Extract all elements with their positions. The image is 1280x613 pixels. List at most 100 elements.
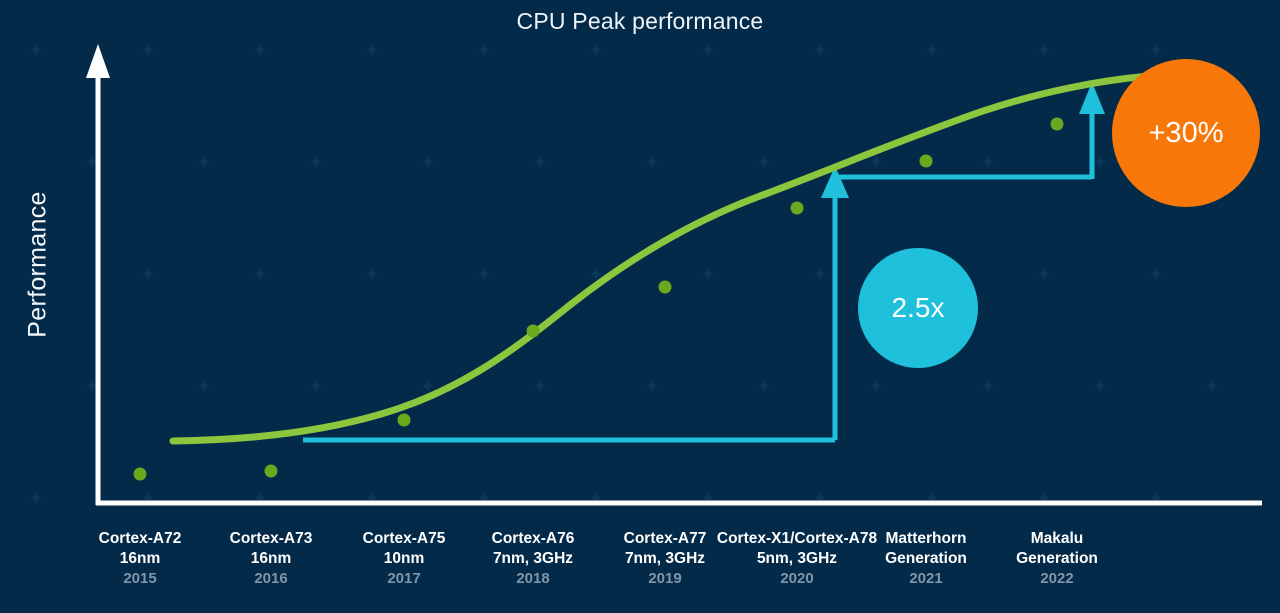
data-point <box>919 154 933 168</box>
sparkle-icon <box>702 44 714 56</box>
sparkle-icon <box>982 156 994 168</box>
sparkle-icon <box>1150 268 1162 280</box>
sparkle-icon <box>30 44 42 56</box>
sparkle-icon <box>1150 44 1162 56</box>
x-tick-name: Cortex-A73 <box>229 530 313 547</box>
sparkle-icon <box>1038 44 1050 56</box>
sparkle-icon <box>478 492 490 504</box>
data-point <box>526 324 540 338</box>
sparkle-icon <box>478 268 490 280</box>
x-tick-process-node: 7nm, 3GHz <box>492 549 574 567</box>
sparkle-icon <box>254 492 266 504</box>
data-point <box>658 280 672 294</box>
sparkle-icon <box>478 44 490 56</box>
x-tick-name: Cortex-A76 <box>491 530 575 547</box>
sparkle-icon <box>310 380 322 392</box>
sparkle-icon <box>30 268 42 280</box>
x-tick-process-node: 16nm <box>119 549 161 567</box>
sparkle-icon <box>590 492 602 504</box>
sparkle-icon <box>142 44 154 56</box>
callout-bubble-30-percent: +30% <box>1112 59 1260 207</box>
sparkle-icon <box>702 492 714 504</box>
x-tick-4: Cortex-A76 7nm, 3GHz 2018 <box>423 529 643 588</box>
x-tick-name: Cortex-X1/Cortex-A78 <box>716 530 878 547</box>
x-tick-2: Cortex-A73 16nm 2016 <box>161 529 381 588</box>
x-axis-tick-labels: Cortex-A72 16nm 2015 Cortex-A73 16nm 2016 Cort… <box>0 529 1280 613</box>
x-tick-year: 2018 <box>516 569 550 587</box>
sparkle-icon <box>814 44 826 56</box>
sparkle-icon <box>198 380 210 392</box>
sparkle-icon <box>366 268 378 280</box>
sparkle-icon <box>142 492 154 504</box>
sparkle-icon <box>254 268 266 280</box>
sparkle-icon <box>198 156 210 168</box>
sparkle-icon <box>86 156 98 168</box>
sparkle-icon <box>646 156 658 168</box>
sparkle-icon <box>814 492 826 504</box>
x-tick-year: 2022 <box>1040 569 1074 587</box>
x-tick-process-node: Generation <box>885 549 967 567</box>
chart-title: CPU Peak performance <box>516 8 764 34</box>
gain-bracket-2-5x <box>303 174 1092 443</box>
sparkle-icon <box>1094 380 1106 392</box>
sparkle-icon <box>646 380 658 392</box>
x-tick-7: Matterhorn Generation 2021 <box>816 529 1036 588</box>
sparkle-icon <box>1206 380 1218 392</box>
sparkle-icon <box>366 492 378 504</box>
x-tick-name: Matterhorn <box>885 530 967 547</box>
x-tick-year: 2016 <box>254 569 288 587</box>
sparkle-icon <box>30 492 42 504</box>
sparkle-icon <box>982 380 994 392</box>
sparkle-icon <box>1150 492 1162 504</box>
x-tick-process-node: 5nm, 3GHz <box>756 549 838 567</box>
sparkle-icon <box>870 156 882 168</box>
y-axis <box>86 44 110 505</box>
sparkle-icon <box>870 380 882 392</box>
x-tick-name: Cortex-A77 <box>623 530 707 547</box>
data-point <box>133 467 147 481</box>
x-tick-process-node: 7nm, 3GHz <box>624 549 706 567</box>
x-tick-year: 2017 <box>387 569 421 587</box>
trend-curve-line <box>169 72 1154 445</box>
x-tick-year: 2020 <box>780 569 814 587</box>
data-point <box>264 464 278 478</box>
gain-arrowhead-30pct <box>1079 82 1105 114</box>
sparkle-icon <box>142 268 154 280</box>
sparkle-icon <box>534 156 546 168</box>
sparkle-icon <box>926 44 938 56</box>
sparkle-icon <box>86 380 98 392</box>
x-tick-year: 2021 <box>909 569 943 587</box>
sparkle-icon <box>366 44 378 56</box>
x-tick-name: Cortex-A75 <box>362 530 446 547</box>
x-tick-5: Cortex-A77 7nm, 3GHz 2019 <box>555 529 775 588</box>
x-tick-process-node: 16nm <box>250 549 292 567</box>
x-tick-6: Cortex-X1/Cortex-A78 5nm, 3GHz 2020 <box>687 529 907 588</box>
callout-bubble-2-5x: 2.5x <box>858 248 978 368</box>
sparkle-icon <box>1038 268 1050 280</box>
data-point <box>790 201 804 215</box>
data-point <box>1050 117 1064 131</box>
x-tick-3: Cortex-A75 10nm 2017 <box>294 529 514 588</box>
gain-arrowhead-2-5x <box>821 166 849 198</box>
x-tick-name: Makalu <box>1030 530 1084 547</box>
data-point-group <box>133 117 1064 481</box>
sparkle-icon <box>254 44 266 56</box>
sparkle-icon <box>590 268 602 280</box>
sparkle-icon <box>310 156 322 168</box>
x-tick-year: 2015 <box>123 569 157 587</box>
x-tick-8: Makalu Generation 2022 <box>947 529 1167 588</box>
sparkle-icon <box>534 380 546 392</box>
x-tick-year: 2019 <box>648 569 682 587</box>
y-axis-label: Performance <box>23 191 52 338</box>
x-tick-name: Cortex-A72 <box>98 530 182 547</box>
background-sparkle-pattern <box>30 44 1218 504</box>
sparkle-icon <box>590 44 602 56</box>
sparkle-icon <box>758 380 770 392</box>
sparkle-icon <box>926 492 938 504</box>
sparkle-icon <box>702 268 714 280</box>
x-tick-1: Cortex-A72 16nm 2015 <box>30 529 250 588</box>
data-point <box>397 413 411 427</box>
x-tick-process-node: 10nm <box>383 549 425 567</box>
